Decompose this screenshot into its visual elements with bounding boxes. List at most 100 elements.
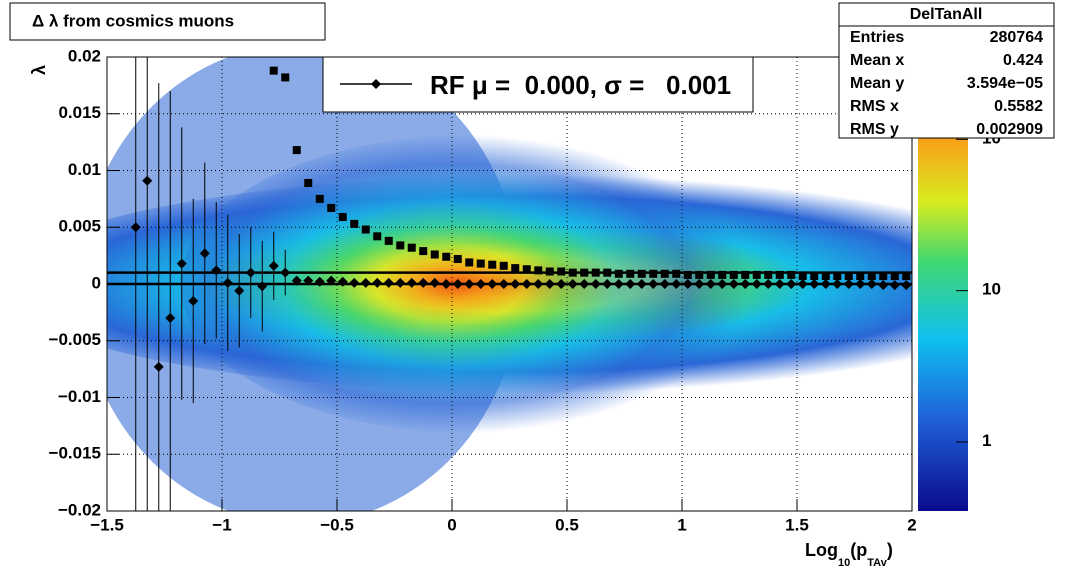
x-axis-label: Log10(pTAv) <box>805 540 893 568</box>
rms-marker <box>626 269 635 278</box>
rms-marker <box>476 259 485 268</box>
rms-marker <box>798 272 807 281</box>
mean-marker <box>234 285 245 296</box>
rms-marker <box>902 272 911 281</box>
rms-marker <box>430 250 439 259</box>
mean-marker <box>429 277 440 288</box>
stats-key: Mean x <box>850 52 904 69</box>
rms-marker <box>350 219 359 228</box>
rms-marker <box>890 272 899 281</box>
mean-marker <box>774 279 785 289</box>
y-tick-label: −0.005 <box>49 330 101 349</box>
rms-marker <box>614 269 623 278</box>
rms-marker <box>810 272 819 281</box>
rms-marker <box>637 269 646 278</box>
mean-marker <box>556 279 567 289</box>
mean-marker <box>326 275 337 286</box>
y-tick-label: −0.015 <box>49 444 101 463</box>
x-tick-label: 1.5 <box>785 515 809 534</box>
rms-marker <box>764 270 773 279</box>
stats-box: DelTanAll Entries 280764 Mean x 0.424 Mean y… <box>838 2 1055 139</box>
y-tick-label: 0.01 <box>68 160 101 179</box>
colorbar-label-base: 1 <box>982 431 991 450</box>
x-tick-label: 1 <box>677 515 686 534</box>
x-tick-label: 2 <box>907 515 916 534</box>
rms-marker <box>269 66 278 75</box>
x-label-mid: (p <box>850 540 867 560</box>
stats-key: RMS y <box>850 121 899 138</box>
mean-marker <box>751 279 762 289</box>
stats-value: 0.424 <box>1003 52 1043 69</box>
mean-marker <box>349 277 360 288</box>
mean-marker <box>314 276 325 287</box>
mean-marker <box>475 279 486 289</box>
rms-marker <box>327 203 336 212</box>
rms-marker <box>867 272 876 281</box>
mean-marker <box>901 280 912 291</box>
mean-marker <box>337 276 348 287</box>
mean-marker <box>843 279 854 289</box>
mean-marker <box>682 279 693 289</box>
legend-marker <box>371 79 381 89</box>
rms-marker <box>752 270 761 279</box>
mean-marker <box>855 279 866 289</box>
mean-marker <box>142 175 153 186</box>
rms-marker <box>384 236 393 245</box>
mean-marker <box>268 260 279 271</box>
legend-label: RF μ = 0.000, σ = 0.001 <box>430 70 731 100</box>
mean-marker <box>257 281 268 292</box>
rms-marker <box>292 146 301 155</box>
x-tick-label: −1.5 <box>90 515 124 534</box>
title-box <box>9 2 326 41</box>
mean-marker <box>383 277 394 288</box>
y-tick-label: 0 <box>92 273 101 292</box>
mean-marker <box>889 280 900 291</box>
y-tick-label: −0.01 <box>58 387 101 406</box>
rms-marker <box>879 272 888 281</box>
mean-marker <box>222 277 233 288</box>
rms-marker <box>511 264 520 273</box>
stats-title: DelTanAll <box>910 6 983 23</box>
rms-marker <box>695 270 704 279</box>
rms-marker <box>315 194 324 203</box>
x-label-sub: 10 <box>838 557 850 568</box>
rms-marker <box>281 73 290 82</box>
x-label-sub: TAv <box>867 557 887 568</box>
mean-marker <box>694 279 705 289</box>
rms-marker <box>718 270 727 279</box>
mean-marker <box>533 279 544 289</box>
mean-marker <box>544 279 555 289</box>
mean-marker <box>579 279 590 289</box>
mean-marker <box>602 279 613 289</box>
mean-marker <box>280 267 291 278</box>
mean-marker <box>130 222 141 233</box>
rms-marker <box>741 270 750 279</box>
mean-marker <box>188 296 199 307</box>
rms-marker <box>419 247 428 256</box>
rms-marker <box>672 269 681 278</box>
mean-marker <box>878 280 889 291</box>
mean-marker <box>441 279 452 289</box>
rms-marker <box>775 270 784 279</box>
rms-marker <box>580 268 589 277</box>
mean-marker <box>567 279 578 289</box>
rms-marker <box>603 268 612 277</box>
mean-marker <box>636 279 647 289</box>
mean-marker <box>728 279 739 289</box>
rms-marker <box>488 260 497 269</box>
mean-marker <box>303 275 314 286</box>
stats-value: 280764 <box>990 29 1043 46</box>
rms-marker <box>407 243 416 252</box>
rms-marker <box>534 266 543 275</box>
mean-marker <box>659 279 670 289</box>
rms-marker <box>338 213 347 222</box>
mean-marker <box>820 279 831 289</box>
y-tick-label: −0.02 <box>58 500 101 519</box>
colorbar-label-base: 10 <box>982 280 1001 299</box>
mean-marker <box>360 277 371 288</box>
rms-marker <box>557 267 566 276</box>
mean-marker <box>763 279 774 289</box>
rms-marker <box>591 268 600 277</box>
x-label-main: Log <box>805 540 838 560</box>
mean-marker <box>740 279 751 289</box>
